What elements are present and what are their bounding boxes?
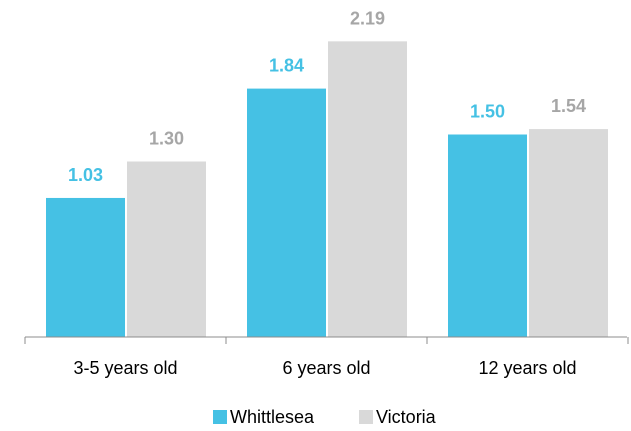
bar-whittlesea-1 (46, 197, 125, 337)
legend: Whittlesea Victoria (213, 407, 437, 427)
bars-group (46, 41, 608, 337)
legend-label-victoria: Victoria (376, 407, 437, 427)
bar-victoria-2 (328, 41, 407, 337)
data-label-victoria-2: 2.19 (350, 8, 385, 28)
data-label-victoria-1: 1.30 (149, 129, 184, 149)
legend-label-whittlesea: Whittlesea (230, 407, 315, 427)
bar-victoria-3 (529, 129, 608, 337)
data-label-whittlesea-3: 1.50 (470, 102, 505, 122)
bar-victoria-1 (127, 161, 206, 337)
legend-swatch-whittlesea (213, 410, 227, 424)
value-labels-group: 1.03 1.30 1.84 2.19 1.50 1.54 (68, 8, 586, 185)
category-label-1: 3-5 years old (73, 358, 177, 378)
data-label-whittlesea-2: 1.84 (269, 56, 304, 76)
bar-whittlesea-3 (448, 134, 527, 337)
category-label-3: 12 years old (478, 358, 576, 378)
data-label-whittlesea-1: 1.03 (68, 165, 103, 185)
category-label-2: 6 years old (282, 358, 370, 378)
category-labels-group: 3-5 years old 6 years old 12 years old (73, 358, 576, 378)
legend-swatch-victoria (359, 410, 373, 424)
data-label-victoria-3: 1.54 (551, 96, 586, 116)
x-axis-ticks (24, 337, 629, 344)
bar-whittlesea-2 (247, 88, 326, 337)
